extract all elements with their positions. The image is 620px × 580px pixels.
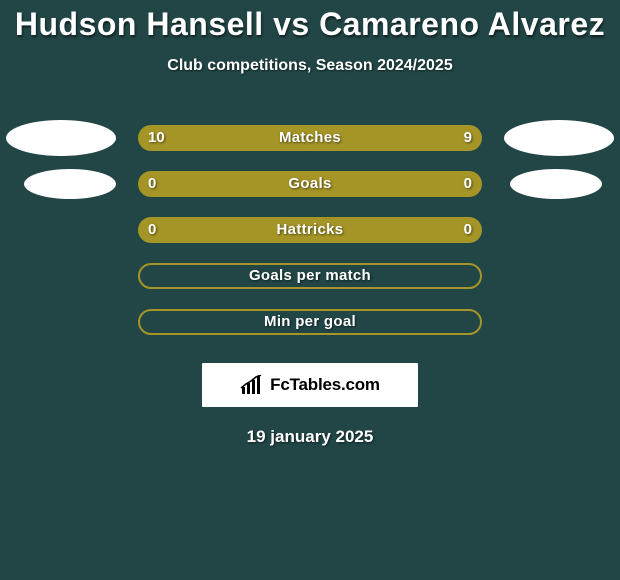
stat-bar: 0Goals0 <box>138 171 482 197</box>
stat-right-value: 9 <box>464 125 472 151</box>
stat-label: Hattricks <box>138 217 482 243</box>
stat-bar-empty: Goals per match <box>138 263 482 289</box>
stat-label: Matches <box>138 125 482 151</box>
chart-icon <box>240 375 266 395</box>
stat-row-empty: Min per goal <box>0 299 620 345</box>
stat-rows: 10Matches90Goals00Hattricks0 <box>0 115 620 253</box>
snapshot-date: 19 january 2025 <box>0 427 620 447</box>
stat-label: Min per goal <box>140 311 480 333</box>
player-right-avatar <box>504 120 614 156</box>
stat-row-empty: Goals per match <box>0 253 620 299</box>
stat-bar: 0Hattricks0 <box>138 217 482 243</box>
stat-right-value: 0 <box>464 171 472 197</box>
stat-right-value: 0 <box>464 217 472 243</box>
stat-bar: 10Matches9 <box>138 125 482 151</box>
page-title: Hudson Hansell vs Camareno Alvarez <box>0 6 620 43</box>
player-right-avatar <box>510 169 602 199</box>
site-logo: FcTables.com <box>202 363 418 407</box>
comparison-card: Hudson Hansell vs Camareno Alvarez Club … <box>0 0 620 447</box>
stat-bar-empty: Min per goal <box>138 309 482 335</box>
logo-text: FcTables.com <box>270 375 380 395</box>
player-left-avatar <box>24 169 116 199</box>
empty-stat-rows: Goals per match Min per goal <box>0 253 620 345</box>
player-left-avatar <box>6 120 116 156</box>
subtitle: Club competitions, Season 2024/2025 <box>0 57 620 75</box>
stat-row: 10Matches9 <box>0 115 620 161</box>
stat-row: 0Hattricks0 <box>0 207 620 253</box>
stat-label: Goals per match <box>140 265 480 287</box>
stat-row: 0Goals0 <box>0 161 620 207</box>
stat-label: Goals <box>138 171 482 197</box>
